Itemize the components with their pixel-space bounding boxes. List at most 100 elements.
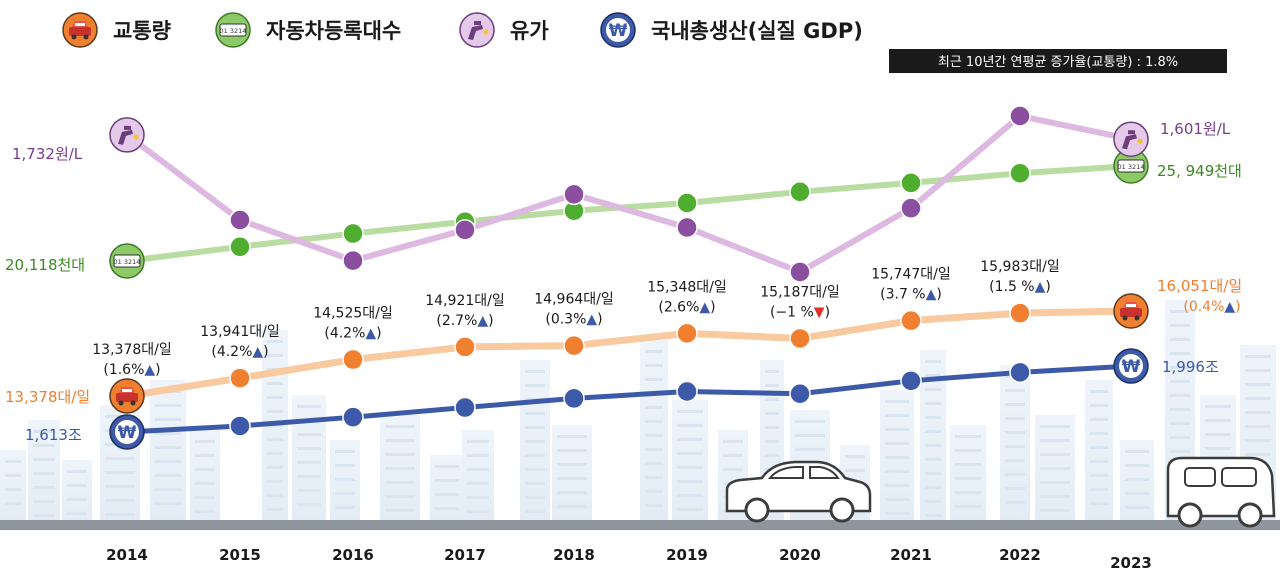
building-window-row — [267, 494, 283, 497]
fuel-icon-drop — [133, 134, 139, 140]
building-window-row — [925, 444, 941, 447]
building-window-row — [1205, 433, 1231, 436]
building-window-row — [955, 463, 981, 466]
traffic-growth-label: (0.3%▲) — [545, 312, 602, 328]
won-icon-inner — [1117, 352, 1145, 380]
building-window-row — [955, 477, 981, 480]
note-box-bg — [889, 49, 1227, 73]
building-window-row — [1090, 390, 1108, 393]
building-window-row — [33, 472, 55, 475]
registration-point — [1009, 162, 1031, 185]
building — [190, 430, 220, 520]
registration-point — [900, 172, 922, 194]
building-window-row — [795, 420, 825, 423]
growth-part: ) — [155, 362, 160, 378]
wheel — [744, 497, 770, 523]
building-window-row — [467, 440, 489, 443]
building-window-row — [155, 474, 181, 477]
building-window-row — [925, 360, 941, 363]
building-window-row — [155, 488, 181, 491]
building-window-row — [525, 482, 545, 485]
gdp-start-label: 1,613조 — [25, 426, 82, 444]
x-tick-label: 2018 — [553, 546, 595, 564]
license-plate-icon: 01 3214 — [215, 12, 251, 48]
car-icon-wheel — [71, 34, 77, 40]
traffic-value-label: 14,921대/일 — [425, 293, 504, 309]
traffic-value-label: 13,941대/일 — [200, 324, 279, 340]
car-icon-wheel — [1122, 315, 1128, 321]
fuel-nozzle-icon — [109, 117, 145, 153]
building-window-row — [765, 426, 779, 429]
oil-price-point — [1009, 105, 1031, 127]
gdp-point — [1009, 361, 1031, 384]
plate-icon-plate — [113, 254, 141, 268]
building-window-row — [267, 396, 283, 399]
building-window-row — [557, 463, 587, 466]
car-icon-wheel — [118, 400, 124, 406]
building-window-row — [765, 398, 779, 401]
building-window-row — [1005, 473, 1025, 476]
vehicle-illustrations — [725, 456, 1276, 528]
building — [292, 395, 326, 520]
building-window-row — [297, 461, 321, 464]
building-window-row — [467, 496, 489, 499]
building-window-row — [1170, 408, 1190, 411]
gdp-point — [229, 415, 251, 437]
growth-part: ▲ — [926, 287, 937, 303]
building-window-row — [5, 502, 21, 505]
building-window-row — [645, 350, 663, 353]
building-window-row — [467, 482, 489, 485]
traffic-value-label: 13,378대/일 — [92, 342, 171, 358]
fuel-icon-grip — [474, 21, 481, 25]
traffic-growth-label: (0.4%▲) — [1183, 299, 1240, 315]
growth-part: ) — [376, 326, 381, 342]
building-window-row — [267, 480, 283, 483]
sedan-illustration — [725, 460, 872, 523]
building-window-row — [435, 479, 459, 482]
car-icon-window — [75, 23, 85, 26]
plate-icon-plate — [219, 23, 247, 37]
traffic-point — [563, 334, 585, 357]
building-window-row — [845, 511, 865, 514]
traffic-value-label: 15,983대/일 — [980, 259, 1059, 275]
building-window-row — [1245, 425, 1271, 428]
building-window-row — [1005, 459, 1025, 462]
building-window-row — [885, 400, 909, 403]
growth-part: (4.2% — [211, 344, 252, 360]
building-window-row — [765, 454, 779, 457]
building-window-row — [267, 354, 283, 357]
oil-price-point — [900, 197, 922, 219]
city-skyline-background — [0, 300, 1276, 520]
building-window-row — [1040, 481, 1070, 484]
building-window-row — [297, 447, 321, 450]
oil-price-point — [676, 216, 698, 239]
building-window-row — [1040, 509, 1070, 512]
building-window-row — [925, 458, 941, 461]
growth-part: ▲ — [586, 312, 597, 328]
growth-note-box: 최근 10년간 연평균 증가율(교통량) : 1.8% — [889, 49, 1227, 73]
growth-part: ▼ — [814, 304, 825, 320]
building-window-row — [1005, 417, 1025, 420]
building-window-row — [885, 414, 909, 417]
building-window-row — [385, 467, 415, 470]
building-window-row — [1170, 380, 1190, 383]
building — [950, 425, 986, 520]
car-icon-wheel — [130, 400, 136, 406]
building-window-row — [885, 456, 909, 459]
building-window-row — [677, 452, 703, 455]
building-window-row — [677, 466, 703, 469]
building-window-row — [105, 471, 135, 474]
building-window-row — [1245, 369, 1271, 372]
building-window-row — [1005, 389, 1025, 392]
building-window-row — [1125, 464, 1149, 467]
building-window-row — [335, 492, 355, 495]
building-window-row — [1090, 404, 1108, 407]
x-tick-label: 2021 — [890, 546, 932, 564]
fuel-icon-grip — [124, 125, 131, 130]
car-icon-window — [1126, 304, 1136, 307]
building-window-row — [1170, 324, 1190, 327]
sedan-window — [809, 466, 840, 479]
traffic-point — [1009, 302, 1031, 324]
building-window-row — [335, 478, 355, 481]
building-window-row — [645, 434, 663, 437]
